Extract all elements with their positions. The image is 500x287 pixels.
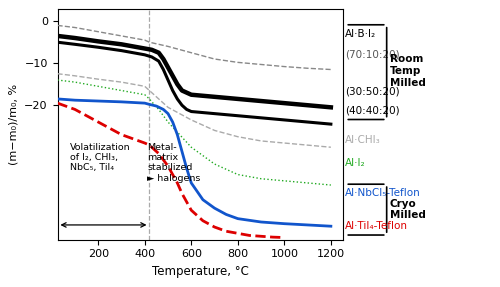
- Text: (40:40:20): (40:40:20): [346, 105, 400, 115]
- Y-axis label: (m−m₀)/m₀, %: (m−m₀)/m₀, %: [8, 84, 18, 165]
- Text: Cryo
Milled: Cryo Milled: [390, 199, 426, 220]
- Text: Room
Temp
Milled: Room Temp Milled: [390, 55, 426, 88]
- Text: Al·TiI₄-Teflon: Al·TiI₄-Teflon: [346, 221, 408, 231]
- X-axis label: Temperature, °C: Temperature, °C: [152, 265, 248, 278]
- Text: Metal-
matrix
stabilized
► halogens: Metal- matrix stabilized ► halogens: [148, 143, 201, 183]
- Text: Al·B·I₂: Al·B·I₂: [346, 29, 376, 39]
- Text: (30:50:20): (30:50:20): [346, 87, 400, 97]
- Text: Al·NbCl₅-Teflon: Al·NbCl₅-Teflon: [346, 189, 421, 198]
- Text: Volatilization
of I₂, CHI₃,
NbC₅, TiI₄: Volatilization of I₂, CHI₃, NbC₅, TiI₄: [70, 143, 131, 172]
- Text: Al·I₂: Al·I₂: [346, 158, 366, 168]
- Text: (70:10:20): (70:10:20): [346, 50, 400, 60]
- Text: Al·CHI₃: Al·CHI₃: [346, 135, 381, 145]
